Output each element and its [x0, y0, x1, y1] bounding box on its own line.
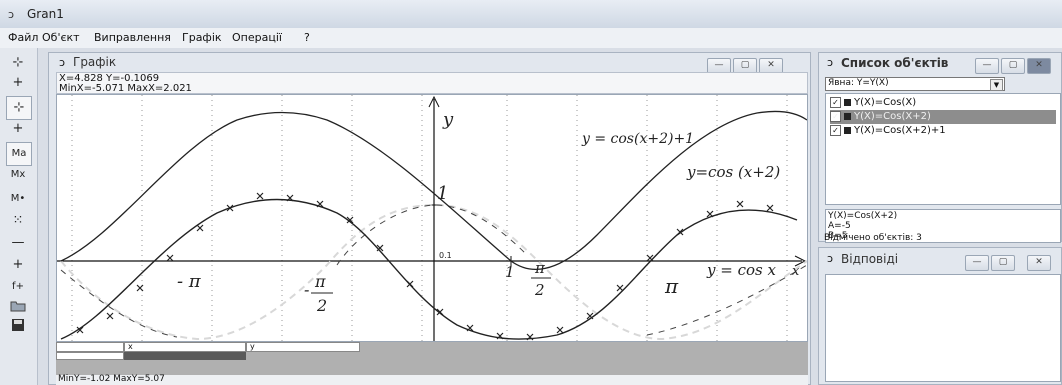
y-axis-arrow	[428, 95, 440, 108]
detail-a: A=-5	[828, 221, 851, 231]
graph-statusbar: MinY=-1.02 MaxY=5.07	[56, 374, 808, 385]
checkbox-icon[interactable]: ✓	[830, 110, 841, 122]
tool-mdot[interactable]: M•	[10, 193, 26, 204]
tick-label-0-1: 0.1	[439, 251, 452, 260]
table-header-y: y	[246, 342, 360, 352]
objects-maximize-button[interactable]: ▢	[1001, 58, 1025, 74]
tool-dots[interactable]: ⁙	[12, 213, 24, 228]
answers-window-icon: ↄ	[827, 252, 834, 265]
save-icon[interactable]	[6, 318, 30, 340]
answers-window: ↄ Відповіді — ▢ ✕	[818, 247, 1062, 385]
x-range-readout: MinX=-5.071 MaxX=2.021	[59, 83, 192, 94]
curve-cos-x-plus-2	[60, 198, 798, 340]
color-swatch-icon	[844, 98, 851, 106]
object-item-cos-x[interactable]: ✓ Y(X)=Cos(X)	[830, 96, 916, 110]
checkbox-icon[interactable]: ✓	[830, 124, 841, 136]
tool-ma[interactable]: Ma	[6, 142, 32, 166]
tool-cross-point-2[interactable]: ⊹	[6, 96, 32, 120]
object-item-label: Y(X)=Cos(X+2)+1	[854, 125, 946, 136]
minimize-button[interactable]: —	[707, 58, 731, 74]
app-icon: ↄ	[8, 8, 15, 21]
table-cell-empty[interactable]	[56, 342, 124, 352]
values-table: x y	[56, 342, 808, 375]
detail-b: B=5	[828, 231, 848, 241]
detail-function: Y(X)=Cos(X+2)	[828, 211, 898, 221]
label-one-mark: 1	[505, 263, 515, 281]
grid	[71, 95, 788, 341]
color-swatch-icon	[844, 112, 851, 120]
object-filter-select[interactable]: Явна: Y=Y(X) ▼	[825, 77, 1005, 91]
plot-svg: y x 1 0.1 y = cos(x+2)+1 y=cos (x+2) y =…	[57, 95, 808, 341]
answers-content[interactable]	[825, 274, 1061, 382]
objects-close-button[interactable]: ✕	[1027, 58, 1051, 74]
object-list: ✓ Y(X)=Cos(X) ✓ Y(X)=Cos(X+2) ✓ Y(X)=Cos(X+…	[825, 93, 1061, 205]
coordinate-info: X=4.828 Y=-0.1069 MinX=-5.071 MaxX=2.021	[56, 72, 808, 94]
app-title: Gran1	[27, 7, 64, 21]
tool-plus-3[interactable]: +	[12, 257, 24, 272]
curve-cos-x-plus-2-markers	[76, 192, 774, 341]
answers-maximize-button[interactable]: ▢	[991, 255, 1015, 271]
object-item-cos-x-plus-2-plus-1[interactable]: ✓ Y(X)=Cos(X+2)+1	[830, 124, 946, 138]
object-item-cos-x-plus-2[interactable]: ✓ Y(X)=Cos(X+2)	[830, 110, 1056, 124]
menu-bar: Файл Об'єкт Виправлення Графік Операції …	[0, 28, 1062, 48]
label-pi-half-num: π	[534, 259, 546, 277]
label-neg-pi-half-sign: -	[304, 280, 309, 299]
tool-cross-point[interactable]: ⊹	[12, 55, 24, 70]
menu-edit[interactable]: Виправлення	[94, 31, 171, 44]
objects-status: Відмічено об'єктів: 3	[824, 233, 922, 243]
label-neg-pi-half-num: π	[314, 272, 326, 291]
objects-minimize-button[interactable]: —	[975, 58, 999, 74]
tool-minus[interactable]: —	[11, 235, 25, 250]
tool-plus-2[interactable]: +	[12, 121, 24, 136]
label-curve-cos-x-plus-2: y=cos (x+2)	[686, 163, 780, 181]
table-cell-empty-2[interactable]	[56, 352, 124, 360]
answers-window-title: Відповіді	[841, 252, 899, 266]
objects-window-icon: ↄ	[827, 56, 834, 69]
chevron-down-icon[interactable]: ▼	[990, 79, 1003, 91]
curve-cos-x	[60, 204, 808, 338]
close-button[interactable]: ✕	[759, 58, 783, 74]
menu-help[interactable]: ?	[304, 31, 310, 44]
answers-minimize-button[interactable]: —	[965, 255, 989, 271]
table-header-x: x	[124, 342, 246, 352]
open-icon[interactable]	[6, 298, 30, 320]
label-pi-half-den: 2	[534, 281, 545, 299]
object-item-label: Y(X)=Cos(X+2)	[854, 111, 931, 122]
objects-window-title: Список об'єктів	[841, 56, 949, 70]
color-swatch-icon	[844, 126, 851, 134]
menu-object[interactable]: Об'єкт	[42, 31, 80, 44]
tool-plus[interactable]: +	[12, 75, 24, 90]
menu-operations[interactable]: Операції	[232, 31, 282, 44]
label-neg-pi: - π	[177, 271, 202, 292]
objects-window: ↄ Список об'єктів — ▢ ✕ Явна: Y=Y(X) ▼ ✓…	[818, 52, 1062, 243]
left-toolbar: ⊹ + ⊹ + Ma Mx M• ⁙ — + f+	[0, 48, 38, 385]
object-details: Y(X)=Cos(X+2) A=-5 B=5	[825, 209, 1061, 243]
cursor-readout: X=4.828 Y=-0.1069	[59, 73, 160, 84]
graph-window-icon: ↄ	[59, 56, 66, 69]
table-cell-x[interactable]	[124, 352, 246, 360]
menu-graph[interactable]: Графік	[182, 31, 222, 44]
curve-cos-x-light	[60, 203, 808, 341]
object-filter-value: Явна: Y=Y(X)	[828, 78, 889, 88]
label-x-axis: x	[792, 264, 800, 279]
plot-area[interactable]: y x 1 0.1 y = cos(x+2)+1 y=cos (x+2) y =…	[56, 94, 808, 342]
curve-cos-x-plus-2-plus-1	[60, 110, 808, 270]
x-axis-arrow	[794, 255, 807, 267]
app-titlebar: ↄ Gran1	[0, 0, 1062, 28]
tool-mx[interactable]: Mx	[10, 169, 26, 180]
label-curve-cos-x-plus-2-plus-1: y = cos(x+2)+1	[581, 131, 694, 147]
object-item-label: Y(X)=Cos(X)	[854, 97, 917, 108]
label-one: 1	[437, 183, 448, 204]
checkbox-icon[interactable]: ✓	[830, 96, 841, 108]
graph-window-title: Графік	[73, 55, 117, 69]
menu-file[interactable]: Файл	[8, 31, 39, 44]
answers-close-button[interactable]: ✕	[1027, 255, 1051, 271]
tool-f-plus[interactable]: f+	[12, 281, 24, 292]
label-curve-cos-x: y = cos x	[706, 261, 776, 279]
label-pi: π	[664, 274, 679, 298]
label-neg-pi-half-den: 2	[316, 296, 327, 315]
y-range-readout: MinY=-1.02 MaxY=5.07	[58, 374, 165, 384]
label-y-axis: y	[442, 109, 454, 130]
